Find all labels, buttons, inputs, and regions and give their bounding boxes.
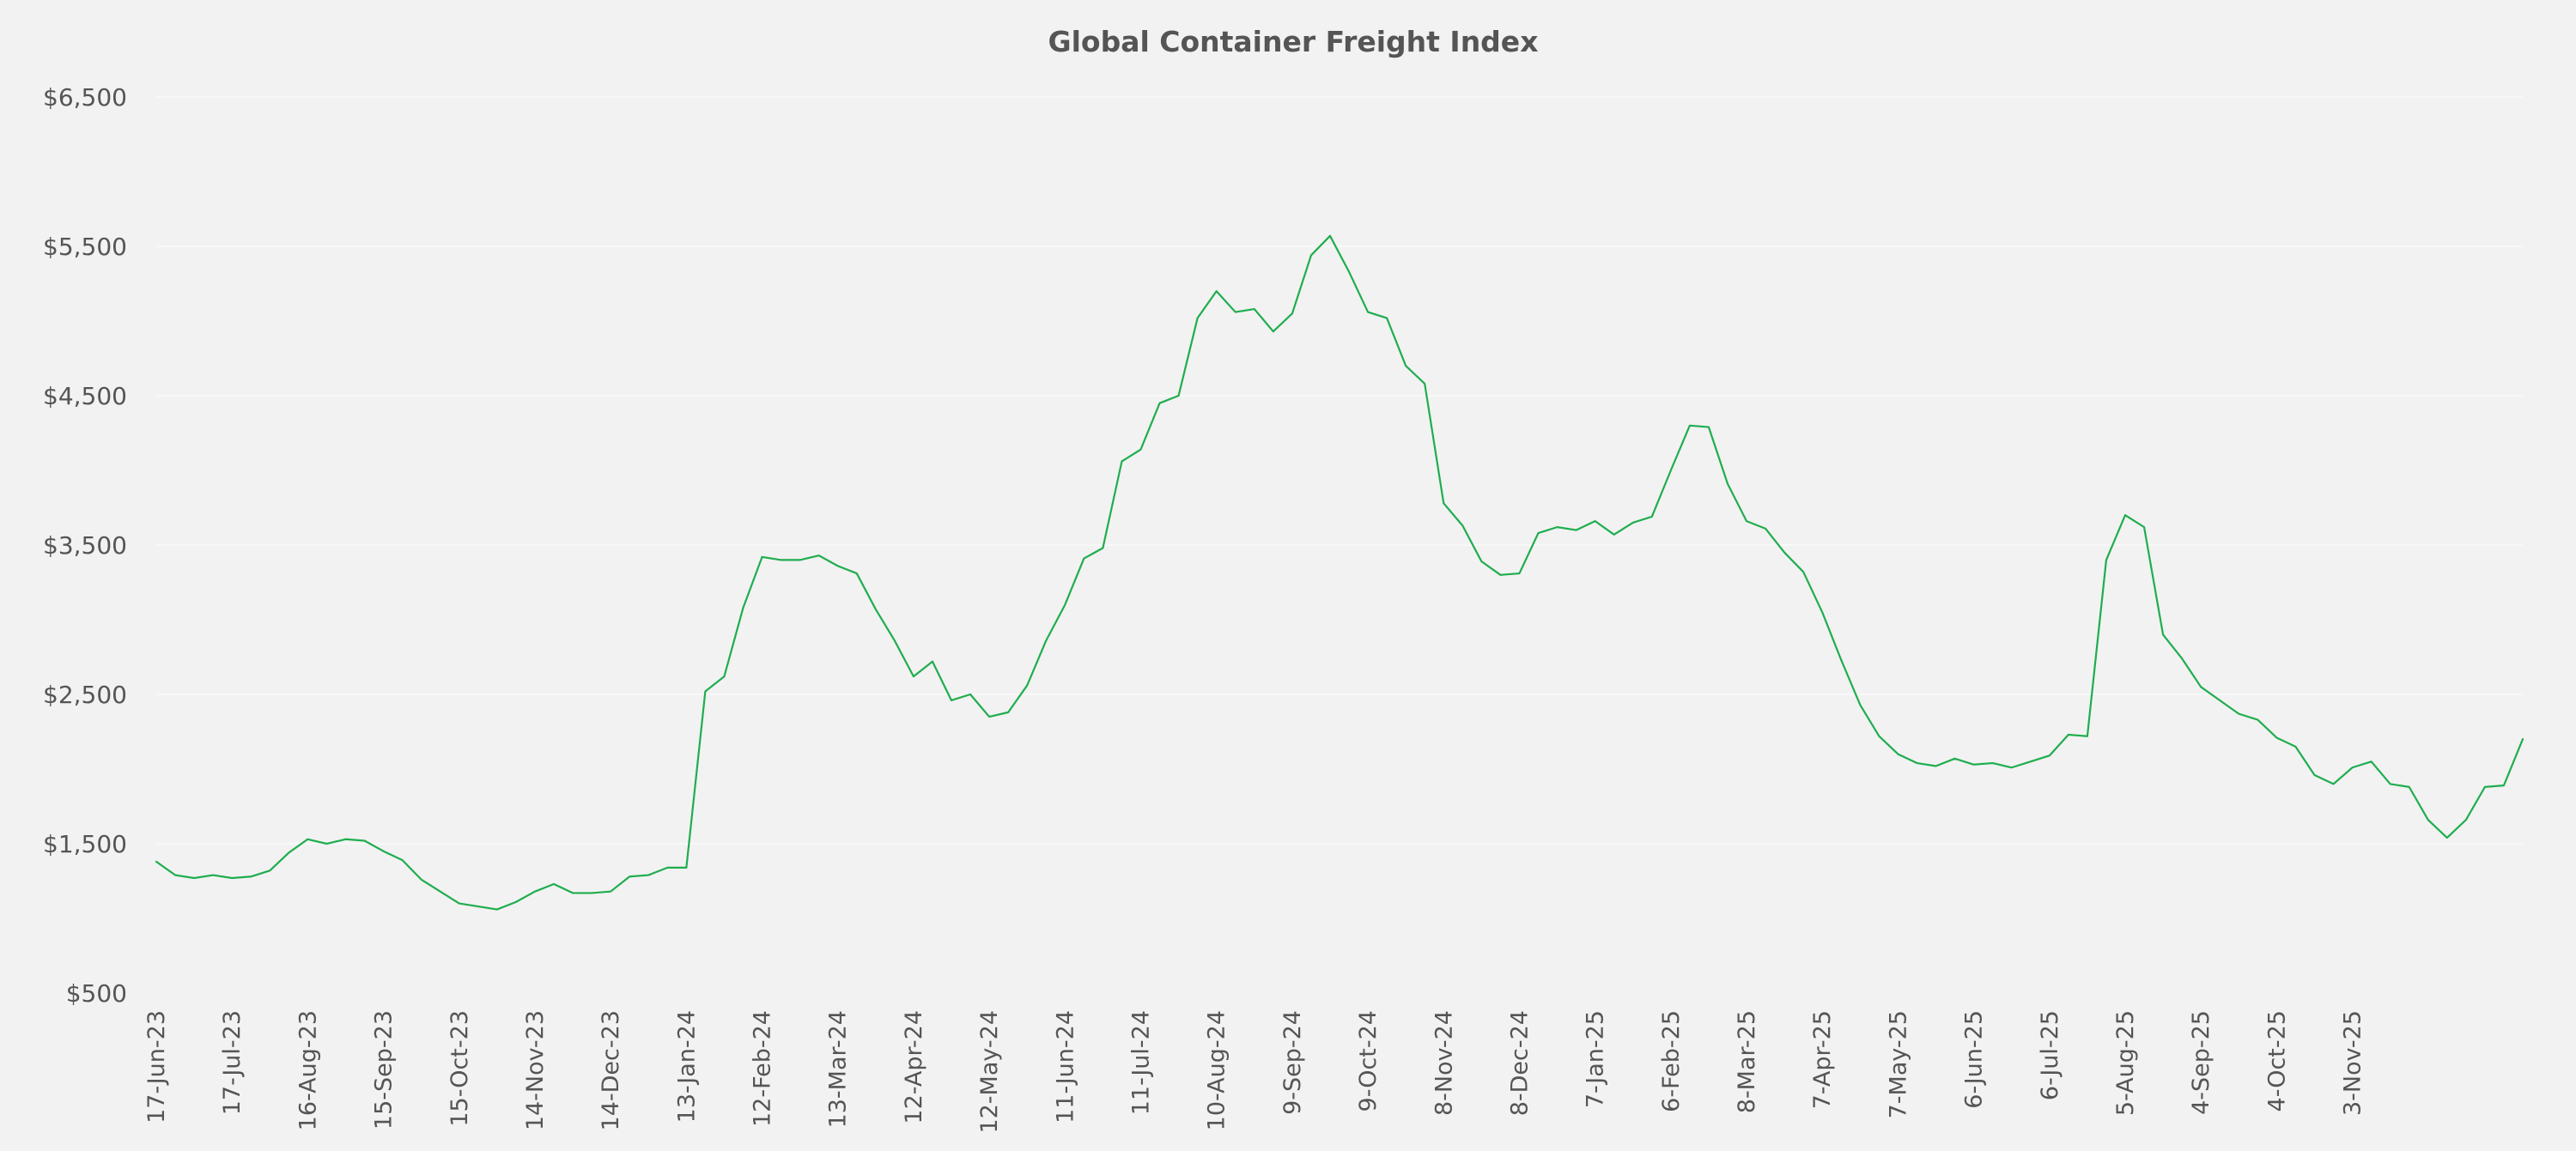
- x-tick-label: 3-Nov-25: [2340, 1010, 2366, 1116]
- x-tick-label: 15-Oct-23: [447, 1010, 473, 1127]
- x-axis: 17-Jun-23 17-Jul-23 16-Aug-23 15-Sep-23 15-O…: [143, 1010, 2366, 1134]
- x-tick-label: 8-Mar-25: [1734, 1010, 1760, 1113]
- y-tick-label: $500: [66, 979, 127, 1008]
- x-tick-label: 7-Apr-25: [1809, 1010, 1836, 1109]
- x-tick-label: 8-Nov-24: [1431, 1010, 1457, 1116]
- series-line: [155, 234, 2524, 911]
- y-tick-label: $4,500: [43, 382, 127, 410]
- x-tick-label: 17-Jun-23: [143, 1010, 170, 1124]
- x-tick-label: 17-Jul-23: [219, 1010, 246, 1115]
- y-tick-label: $2,500: [43, 681, 127, 709]
- x-tick-label: 11-Jul-24: [1127, 1010, 1154, 1115]
- chart-title: Global Container Freight Index: [1048, 25, 1539, 58]
- y-tick-label: $6,500: [43, 83, 127, 112]
- y-axis: $500 $1,500 $2,500 $3,500 $4,500 $5,500 $6,500: [43, 83, 127, 1008]
- x-tick-label: 6-Feb-25: [1658, 1010, 1685, 1112]
- x-tick-label: 11-Jun-24: [1052, 1010, 1078, 1124]
- x-tick-label: 12-May-24: [976, 1010, 1003, 1134]
- x-tick-label: 5-Aug-25: [2112, 1010, 2139, 1116]
- x-tick-label: 13-Mar-24: [825, 1010, 852, 1128]
- x-tick-label: 6-Jun-25: [1961, 1010, 1988, 1109]
- x-tick-label: 14-Dec-23: [598, 1010, 624, 1130]
- y-tick-label: $5,500: [43, 233, 127, 261]
- x-tick-label: 16-Aug-23: [295, 1010, 321, 1130]
- y-tick-label: $3,500: [43, 531, 127, 560]
- x-tick-label: 4-Oct-25: [2263, 1010, 2290, 1112]
- series-layer: [155, 234, 2524, 911]
- x-tick-label: 12-Apr-24: [901, 1010, 927, 1124]
- x-tick-label: 12-Feb-24: [750, 1010, 776, 1127]
- x-tick-label: 9-Oct-24: [1355, 1010, 1382, 1112]
- x-tick-label: 10-Aug-24: [1204, 1010, 1230, 1130]
- x-tick-label: 8-Dec-24: [1506, 1010, 1533, 1116]
- x-tick-label: 6-Jul-25: [2037, 1010, 2063, 1100]
- x-tick-label: 13-Jan-24: [673, 1010, 700, 1123]
- gridlines: [156, 96, 2523, 845]
- y-tick-label: $1,500: [43, 830, 127, 858]
- x-tick-label: 9-Sep-24: [1279, 1010, 1306, 1115]
- x-tick-label: 7-May-25: [1885, 1010, 1911, 1118]
- x-tick-label: 4-Sep-25: [2188, 1010, 2215, 1115]
- x-tick-label: 7-Jan-25: [1583, 1010, 1609, 1108]
- x-tick-label: 14-Nov-23: [522, 1010, 549, 1130]
- x-tick-label: 15-Sep-23: [371, 1010, 398, 1130]
